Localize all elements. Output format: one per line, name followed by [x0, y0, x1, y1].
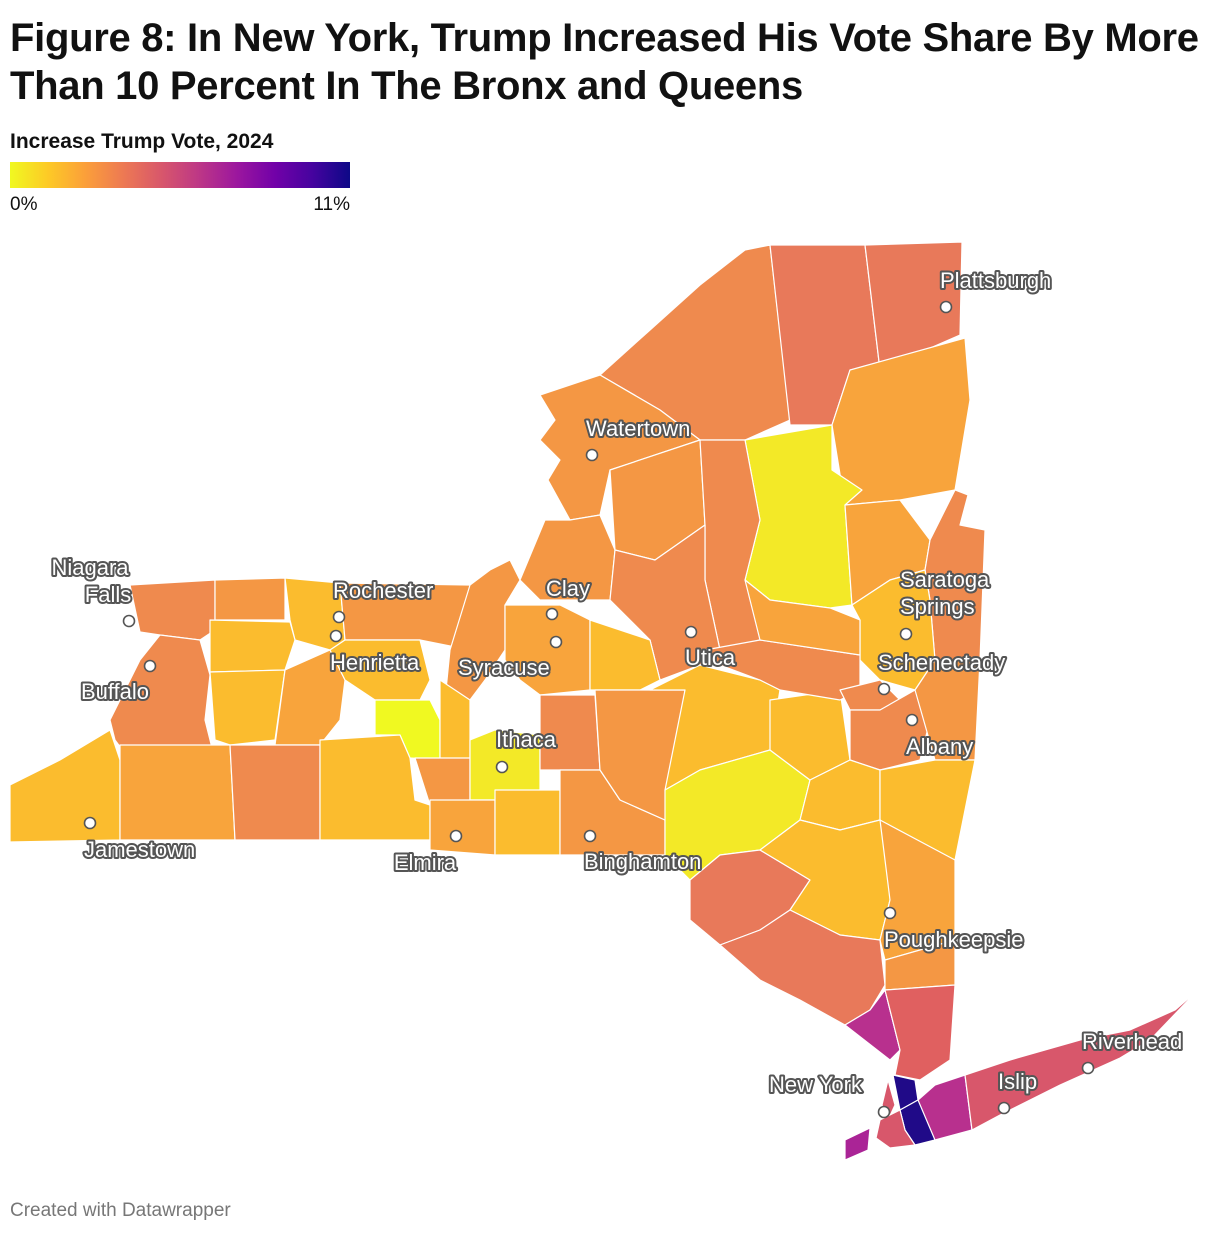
city-marker: Buffalo [79, 659, 157, 706]
city-markers: Plattsburgh Watertown Niagara Falls Rocheste… [49, 266, 1184, 1119]
city-label: Binghamton [584, 849, 701, 874]
city-marker: Schenectady [876, 648, 1007, 696]
legend-min-label: 0% [10, 194, 38, 215]
legend-title: Increase Trump Vote, 2024 [10, 130, 274, 153]
city-dot [877, 682, 891, 696]
city-dot [549, 635, 563, 649]
city-label: Elmira [394, 850, 457, 875]
county-tioga [494, 789, 561, 856]
county-ontario [329, 639, 431, 701]
county-orleans [214, 577, 286, 621]
city-marker: Rochester [331, 576, 435, 624]
county-allegany [229, 744, 321, 841]
color-legend: Increase Trump Vote, 2024 0% 11% [10, 130, 350, 220]
city-marker: Ithaca [494, 725, 559, 774]
county-westchester [884, 984, 956, 1081]
city-dot [495, 760, 509, 774]
county-clinton [864, 241, 963, 371]
city-dot [899, 627, 913, 641]
county-suffolk [964, 989, 1199, 1131]
county-wyoming [209, 669, 286, 746]
city-label: Watertown [586, 416, 690, 441]
city-dot [122, 614, 136, 628]
city-label: New York [769, 1072, 863, 1097]
county-regions [9, 241, 1199, 1161]
county-steuben [319, 734, 431, 841]
city-dot [449, 829, 463, 843]
city-label: Albany [906, 734, 973, 759]
city-marker: Jamestown [82, 816, 197, 864]
city-marker: Plattsburgh [938, 266, 1053, 314]
city-marker: Saratoga Springs [898, 565, 992, 641]
county-schuyler [414, 757, 471, 806]
city-label: Schenectady [878, 650, 1005, 675]
city-dot [997, 1101, 1011, 1115]
county-rensselaer [914, 659, 981, 761]
city-label: Clay [546, 576, 590, 601]
city-dot [583, 829, 597, 843]
city-label: Jamestown [84, 837, 195, 862]
county-kings [875, 1109, 916, 1149]
city-marker: Clay [544, 574, 592, 621]
county-onondaga [504, 604, 591, 696]
city-label: Henrietta [330, 650, 420, 675]
legend-labels: 0% 11% [10, 194, 350, 220]
footer-credit: Created with Datawrapper [10, 1200, 231, 1221]
city-label: Saratoga Springs [900, 567, 990, 619]
chart-title: Figure 8: In New York, Trump Increased H… [10, 16, 1199, 108]
county-niagara [129, 579, 216, 641]
city-label: Plattsburgh [940, 268, 1051, 293]
city-marker: Syracuse [456, 635, 563, 682]
city-label: Poughkeepsie [884, 927, 1023, 952]
city-dot [684, 625, 698, 639]
city-dot [83, 816, 97, 830]
city-marker: Poughkeepsie [882, 906, 1025, 954]
county-cattaraugus [119, 744, 236, 841]
city-marker: Watertown [584, 414, 692, 462]
city-dot [939, 300, 953, 314]
city-dot [545, 607, 559, 621]
city-dot [329, 629, 343, 643]
city-dot [1081, 1061, 1095, 1075]
city-dot [332, 610, 346, 624]
city-dot [877, 1105, 891, 1119]
city-marker: Albany [904, 713, 975, 761]
city-label: Islip [998, 1069, 1037, 1094]
county-madison [589, 619, 661, 691]
county-fulton [744, 579, 861, 656]
legend-gradient-bar [10, 162, 350, 188]
county-genesee [209, 619, 296, 673]
city-dot [585, 448, 599, 462]
city-marker: Elmira [392, 829, 463, 877]
city-marker: Islip [996, 1067, 1039, 1115]
city-marker: Binghamton [582, 829, 703, 876]
city-label: Utica [685, 645, 736, 670]
city-label: Riverhead [1082, 1029, 1182, 1054]
city-label: Niagara Falls [51, 555, 131, 607]
city-label: Rochester [333, 578, 433, 603]
city-marker: Utica [683, 625, 738, 672]
city-marker: Niagara Falls [49, 553, 136, 628]
county-essex [831, 337, 971, 506]
county-oneida [609, 524, 721, 681]
city-dot [143, 659, 157, 673]
county-wayne [339, 582, 471, 651]
city-marker: New York [767, 1070, 891, 1119]
county-chemung [429, 799, 496, 856]
city-label: Ithaca [496, 727, 557, 752]
city-label: Buffalo [81, 679, 149, 704]
county-chautauqua [9, 729, 121, 843]
city-label: Syracuse [458, 655, 550, 680]
legend-max-label: 11% [313, 194, 350, 215]
city-dot [905, 713, 919, 727]
city-marker: Riverhead [1080, 1027, 1184, 1075]
city-dot [883, 906, 897, 920]
city-marker: Henrietta [328, 629, 422, 677]
county-richmond [844, 1127, 871, 1161]
